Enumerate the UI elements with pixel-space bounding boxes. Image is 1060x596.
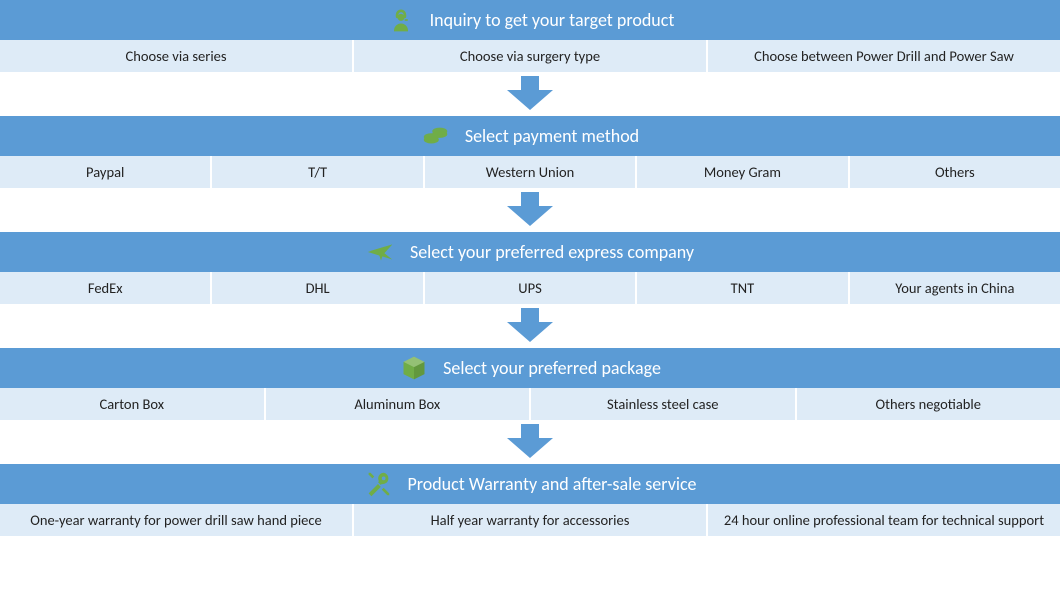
section-options: FedExDHLUPSTNTYour agents in China [0, 272, 1060, 304]
flow-arrow [0, 72, 1060, 116]
option-cell: Carton Box [0, 388, 266, 420]
tools-icon [363, 469, 393, 499]
section-title: Select your preferred express company [410, 241, 694, 263]
option-cell: Others negotiable [797, 388, 1060, 420]
section-header: Product Warranty and after-sale service [0, 464, 1060, 504]
section-options: Choose via seriesChoose via surgery type… [0, 40, 1060, 72]
option-cell: 24 hour online professional team for tec… [708, 504, 1060, 536]
flow-arrow [0, 188, 1060, 232]
section-5: Product Warranty and after-sale service O… [0, 464, 1060, 536]
section-1: Inquiry to get your target product Choose… [0, 0, 1060, 72]
option-cell: TNT [637, 272, 849, 304]
option-cell: Paypal [0, 156, 212, 188]
option-cell: Money Gram [637, 156, 849, 188]
section-title: Select your preferred package [443, 357, 661, 379]
section-title: Select payment method [465, 125, 639, 147]
section-header: Select payment method [0, 116, 1060, 156]
option-cell: Choose via series [0, 40, 354, 72]
option-cell: Western Union [425, 156, 637, 188]
option-cell: T/T [212, 156, 424, 188]
section-header: Select your preferred package [0, 348, 1060, 388]
section-title: Inquiry to get your target product [430, 9, 675, 31]
flow-arrow [0, 420, 1060, 464]
option-cell: Your agents in China [850, 272, 1060, 304]
option-cell: Others [850, 156, 1060, 188]
flowchart-root: Inquiry to get your target product Choose… [0, 0, 1060, 536]
plane-icon [366, 237, 396, 267]
section-title: Product Warranty and after-sale service [407, 473, 696, 495]
option-cell: Stainless steel case [531, 388, 797, 420]
option-cell: FedEx [0, 272, 212, 304]
flow-arrow [0, 304, 1060, 348]
section-options: Carton BoxAluminum BoxStainless steel ca… [0, 388, 1060, 420]
option-cell: One-year warranty for power drill saw ha… [0, 504, 354, 536]
option-cell: Aluminum Box [266, 388, 532, 420]
section-3: Select your preferred express company Fed… [0, 232, 1060, 304]
section-options: One-year warranty for power drill saw ha… [0, 504, 1060, 536]
section-header: Select your preferred express company [0, 232, 1060, 272]
section-header: Inquiry to get your target product [0, 0, 1060, 40]
person-headset-icon [386, 5, 416, 35]
package-icon [399, 353, 429, 383]
section-options: PaypalT/TWestern UnionMoney GramOthers [0, 156, 1060, 188]
option-cell: Half year warranty for accessories [354, 504, 708, 536]
option-cell: DHL [212, 272, 424, 304]
section-4: Select your preferred package Carton BoxA… [0, 348, 1060, 420]
option-cell: UPS [425, 272, 637, 304]
section-2: Select payment method PaypalT/TWestern Un… [0, 116, 1060, 188]
option-cell: Choose via surgery type [354, 40, 708, 72]
option-cell: Choose between Power Drill and Power Saw [708, 40, 1060, 72]
coins-icon [421, 121, 451, 151]
